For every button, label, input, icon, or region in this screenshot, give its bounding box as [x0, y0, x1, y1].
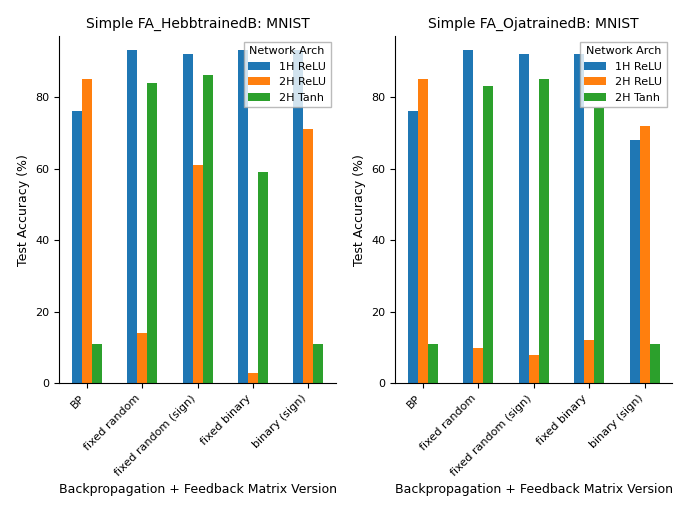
Bar [313, 344, 323, 384]
Legend: 1H ReLU, 2H ReLU, 2H Tanh: 1H ReLU, 2H ReLU, 2H Tanh [244, 42, 331, 107]
Bar [484, 86, 493, 384]
Bar [127, 50, 137, 384]
Bar [473, 348, 484, 384]
Bar [248, 373, 258, 384]
Bar [519, 54, 528, 384]
Bar [303, 129, 313, 384]
Bar [650, 344, 659, 384]
Bar [183, 54, 193, 384]
Bar [584, 341, 594, 384]
Bar [630, 140, 639, 384]
Bar [92, 344, 102, 384]
Y-axis label: Test Accuracy (%): Test Accuracy (%) [17, 154, 30, 266]
Bar [539, 79, 548, 384]
Bar [258, 172, 268, 384]
Y-axis label: Test Accuracy (%): Test Accuracy (%) [353, 154, 366, 266]
Bar [418, 79, 428, 384]
Bar [464, 50, 473, 384]
Bar [574, 54, 584, 384]
Legend: 1H ReLU, 2H ReLU, 2H Tanh: 1H ReLU, 2H ReLU, 2H Tanh [579, 42, 667, 107]
Bar [72, 111, 82, 384]
Title: Simple FA_OjatrainedB: MNIST: Simple FA_OjatrainedB: MNIST [429, 16, 639, 31]
Bar [193, 165, 203, 384]
Bar [428, 344, 438, 384]
Bar [594, 108, 604, 384]
Bar [408, 111, 418, 384]
Bar [528, 355, 539, 384]
Bar [147, 83, 157, 384]
X-axis label: Backpropagation + Feedback Matrix Version: Backpropagation + Feedback Matrix Versio… [59, 483, 337, 497]
Bar [82, 79, 92, 384]
Bar [238, 50, 248, 384]
Title: Simple FA_HebbtrainedB: MNIST: Simple FA_HebbtrainedB: MNIST [85, 16, 309, 31]
Bar [294, 50, 303, 384]
Bar [639, 126, 650, 384]
X-axis label: Backpropagation + Feedback Matrix Version: Backpropagation + Feedback Matrix Versio… [395, 483, 672, 497]
Bar [137, 333, 147, 384]
Bar [203, 75, 213, 384]
